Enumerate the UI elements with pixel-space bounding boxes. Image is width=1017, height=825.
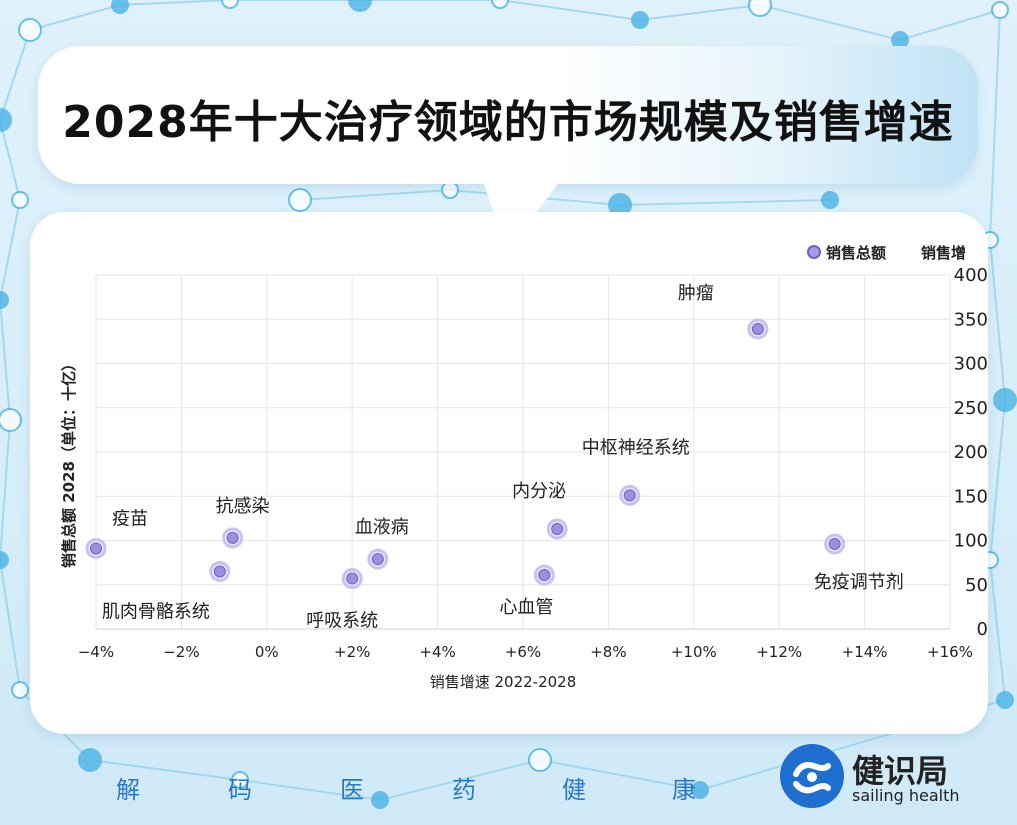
data-point-label: 中枢神经系统: [582, 437, 690, 458]
y-tick-label: 250: [954, 398, 988, 419]
data-point: [551, 522, 564, 535]
y-tick-label: 50: [965, 575, 988, 596]
x-tick-label: +16%: [927, 643, 973, 661]
footer-word-4: 药: [452, 776, 476, 804]
brand-logo: 健识局 sailing health: [780, 744, 980, 814]
footer-word-1: 解: [116, 776, 140, 804]
logo-text-en: sailing health: [852, 786, 960, 805]
footer-word-3: 医: [340, 776, 364, 804]
x-tick-label: +10%: [671, 643, 717, 661]
x-tick-label: −2%: [163, 643, 199, 661]
data-point-label: 免疫调节剂: [814, 572, 904, 593]
x-tick-label: +6%: [505, 643, 541, 661]
x-axis-title: 销售增速 2022-2028: [430, 673, 577, 691]
x-tick-label: −4%: [78, 643, 114, 661]
legend-label-sales: 销售总额: [826, 244, 886, 262]
title-bubble: 2028年十大治疗领域的市场规模及销售增速: [38, 46, 978, 184]
x-tick-label: 0%: [255, 643, 279, 661]
data-point-label: 呼吸系统: [306, 611, 378, 632]
x-tick-label: +8%: [590, 643, 626, 661]
data-point-label: 肌肉骨骼系统: [102, 601, 210, 622]
footer-word-2: 码: [228, 776, 252, 804]
x-tick-label: +12%: [756, 643, 802, 661]
footer-word-5: 健: [562, 776, 586, 804]
data-point: [751, 322, 764, 335]
data-point: [538, 569, 551, 582]
y-axis-title: 销售总额 2028（单位：十亿）: [60, 356, 78, 568]
legend-label-growth: 销售增: [921, 244, 966, 262]
y-tick-label: 400: [954, 265, 988, 286]
data-point-label: 心血管: [499, 597, 553, 618]
chart-card: −4% −2% 0% +2% +4% +6% +8% +10% +12% +14% +16% 0 50 1…: [30, 212, 988, 734]
data-point-label: 血液病: [355, 517, 409, 538]
x-tick-label: +14%: [842, 643, 888, 661]
legend-marker-sales: [807, 245, 821, 259]
data-point: [226, 531, 239, 544]
y-tick-label: 0: [977, 619, 988, 640]
x-tick-label: +2%: [334, 643, 370, 661]
data-point: [213, 565, 226, 578]
data-point: [346, 572, 359, 585]
data-point: [828, 538, 841, 551]
logo-mark-icon: [780, 744, 844, 808]
data-point: [90, 542, 102, 555]
data-point-label: 疫苗: [112, 508, 148, 529]
data-point-label: 肿瘤: [678, 283, 714, 304]
data-point-label: 内分泌: [512, 481, 566, 502]
data-point: [623, 489, 636, 502]
y-tick-label: 350: [954, 309, 988, 330]
logo-text-cn: 健识局: [852, 752, 949, 790]
y-tick-label: 150: [954, 486, 988, 507]
y-tick-label: 200: [954, 442, 988, 463]
y-tick-label: 300: [954, 354, 988, 375]
scatter-chart: −4% −2% 0% +2% +4% +6% +8% +10% +12% +14% +16%0 50 1…: [60, 244, 988, 691]
x-tick-label: +4%: [419, 643, 455, 661]
data-point-label: 抗感染: [216, 496, 270, 517]
page-title: 2028年十大治疗领域的市场规模及销售增速: [62, 97, 954, 148]
footer-word-6: 康: [672, 776, 696, 804]
data-point: [371, 553, 384, 566]
y-tick-label: 100: [954, 531, 988, 552]
